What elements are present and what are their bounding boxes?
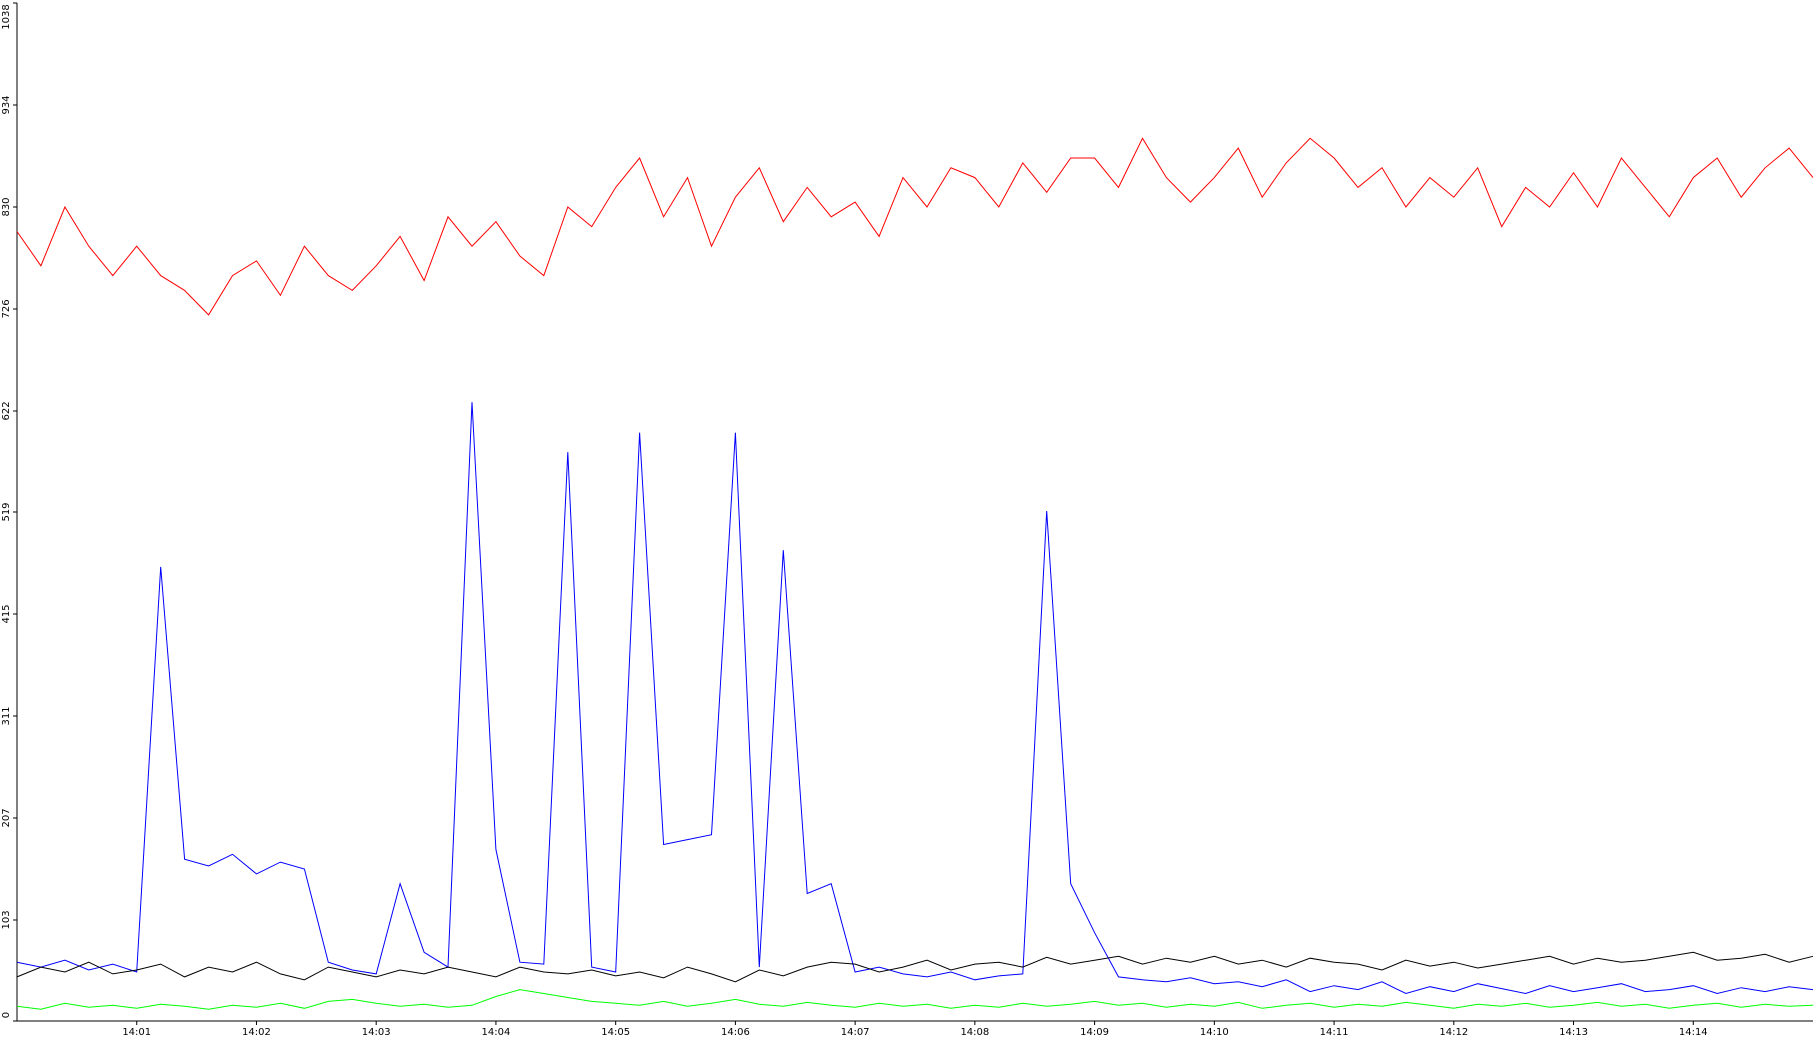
y-tick-label: 311 — [1, 706, 12, 725]
y-tick-label: 1038 — [1, 4, 12, 29]
y-tick-label: 207 — [1, 808, 12, 827]
x-tick-label: 14:11 — [1320, 1027, 1349, 1038]
x-tick-label: 14:10 — [1200, 1027, 1229, 1038]
x-tick-label: 14:14 — [1679, 1027, 1708, 1038]
y-tick-label: 519 — [1, 502, 12, 521]
x-tick-label: 14:13 — [1559, 1027, 1588, 1038]
y-tick-label: 726 — [1, 299, 12, 318]
x-tick-label: 14:06 — [721, 1027, 750, 1038]
x-tick-label: 14:12 — [1439, 1027, 1468, 1038]
x-tick-label: 14:07 — [841, 1027, 870, 1038]
series-line — [16, 137, 1814, 316]
x-tick-label: 14:01 — [122, 1027, 151, 1038]
series-line — [16, 989, 1814, 1010]
y-tick-label: 415 — [1, 604, 12, 623]
x-tick-label: 14:03 — [362, 1027, 391, 1038]
x-tick-label: 14:05 — [601, 1027, 630, 1038]
x-tick-label: 14:09 — [1080, 1027, 1109, 1038]
y-tick-label: 830 — [1, 197, 12, 216]
y-tick-label: 622 — [1, 401, 12, 420]
y-tick-label: 103 — [1, 910, 12, 929]
y-tick-label: 0 — [1, 1012, 12, 1018]
series-line — [16, 951, 1814, 983]
x-tick-label: 14:04 — [482, 1027, 511, 1038]
x-tick-label: 14:08 — [960, 1027, 989, 1038]
series-line — [16, 402, 1814, 995]
y-tick-label: 934 — [1, 95, 12, 114]
x-tick-label: 14:02 — [242, 1027, 271, 1038]
